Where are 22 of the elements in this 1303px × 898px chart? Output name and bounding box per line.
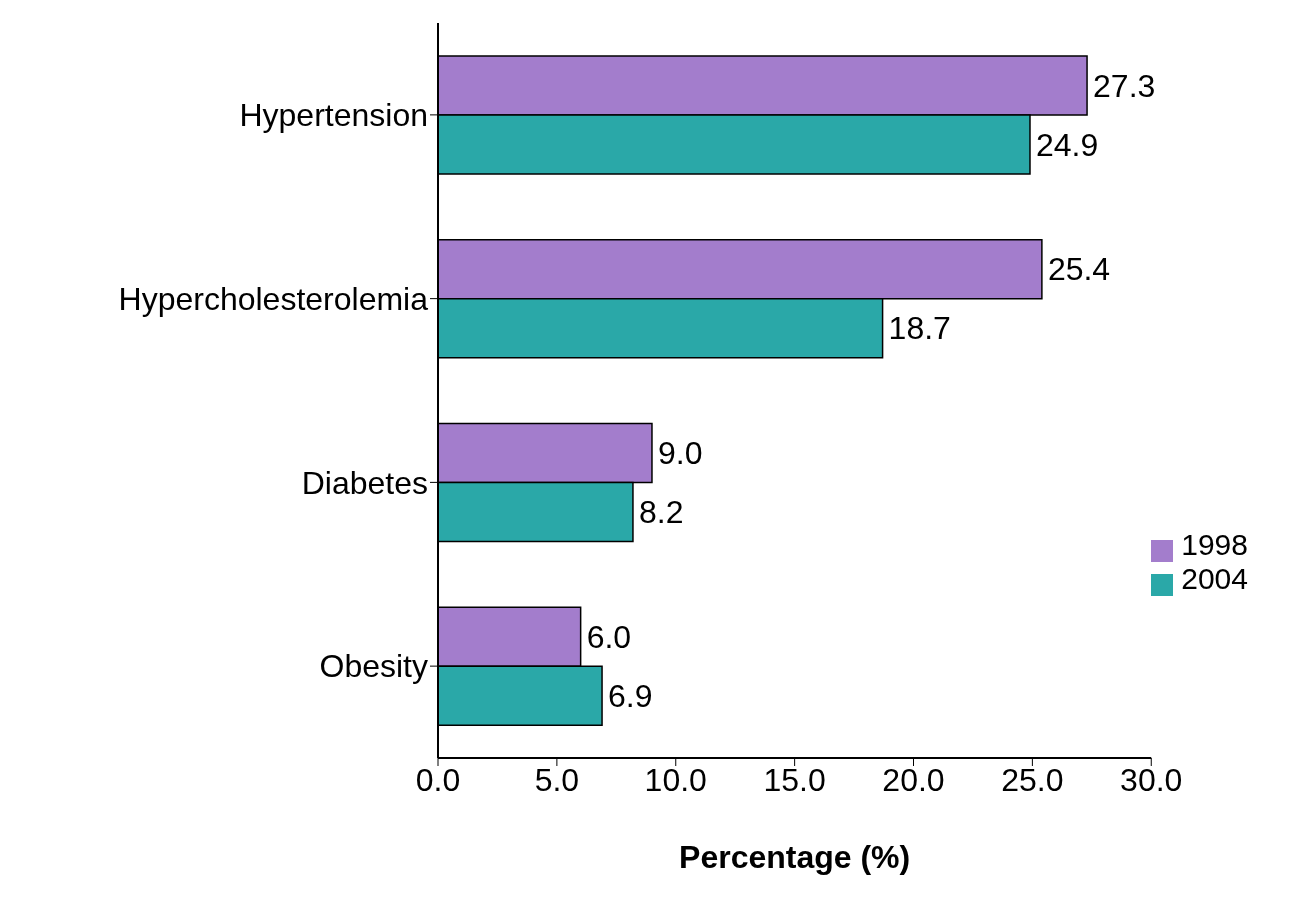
data-label: 6.0 xyxy=(586,618,632,655)
data-label: 9.0 xyxy=(657,435,703,472)
x-tick-label: 30.0 xyxy=(1120,761,1183,798)
y-tick-label: Hypertension xyxy=(239,97,428,134)
y-tick-label: Diabetes xyxy=(301,464,428,501)
data-label: 27.3 xyxy=(1093,67,1156,104)
data-label: 24.9 xyxy=(1036,126,1099,163)
data-label: 18.7 xyxy=(888,310,951,347)
legend-label: 2004 xyxy=(1181,562,1248,595)
x-tick-label: 10.0 xyxy=(644,761,707,798)
x-tick-label: 25.0 xyxy=(1001,761,1064,798)
legend-label: 1998 xyxy=(1181,528,1248,561)
x-tick-label: 0.0 xyxy=(415,761,461,798)
data-label: 8.2 xyxy=(638,494,684,531)
y-tick-label: Obesity xyxy=(319,648,428,685)
x-tick-label: 15.0 xyxy=(763,761,826,798)
data-label: 25.4 xyxy=(1047,251,1111,288)
x-axis-title: Percentage (%) xyxy=(679,839,911,875)
y-tick-label: Hypercholesterolemia xyxy=(118,280,429,317)
x-tick-label: 5.0 xyxy=(534,761,580,798)
x-tick-label: 20.0 xyxy=(882,761,945,798)
data-label: 6.9 xyxy=(608,677,653,714)
